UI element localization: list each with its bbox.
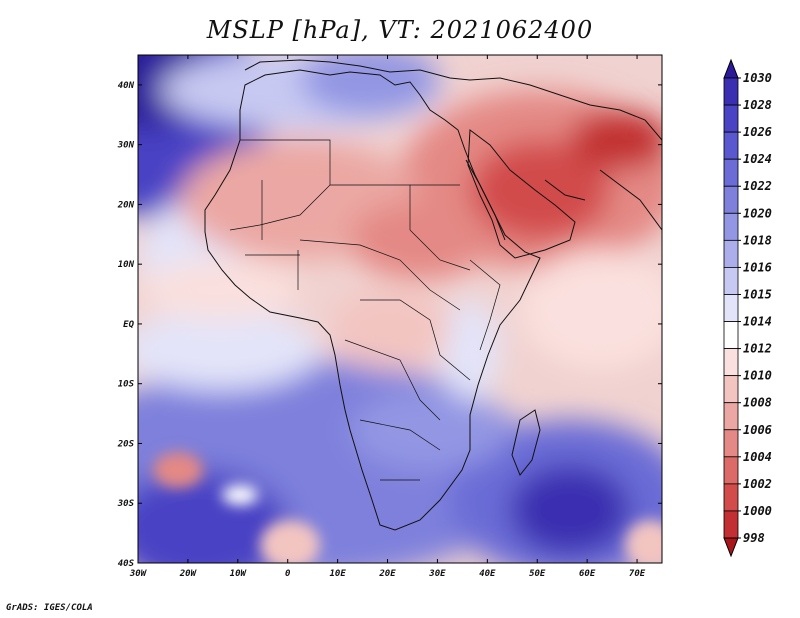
colorbar-segment — [723, 375, 739, 404]
grads-credit: GrADS: IGES/COLA — [6, 603, 93, 613]
colorbar-label: 1000 — [743, 504, 772, 518]
longitude-axis: 30W 20W 10W 0 10E 20E 30E 40E 50E 60E 70E — [129, 55, 646, 579]
colorbar-label: 1014 — [743, 315, 772, 329]
asia-coastline — [499, 77, 662, 231]
arabia-coastline — [467, 129, 576, 259]
lon-tick-label: 0 — [285, 569, 291, 579]
colorbar-label: 1008 — [743, 396, 772, 410]
colorbar-segment — [723, 158, 739, 187]
lat-tick-label: 20S — [117, 439, 135, 449]
europe-coastline — [244, 59, 501, 81]
colorbar: 1030 1028 1026 1024 1022 1020 1018 1016 1015 1014… — [723, 58, 772, 558]
pressure-field — [138, 55, 662, 563]
colorbar-segment — [723, 104, 739, 133]
latitude-axis: 40N 30N 20N 10N EQ 10S 20S 30S 40S — [117, 81, 662, 569]
colorbar-label: 1030 — [743, 71, 772, 85]
africa-coastline — [204, 69, 541, 531]
lat-tick-label: 40S — [118, 559, 135, 569]
lat-tick-label: 20N — [117, 200, 135, 210]
map-title: MSLP [hPa], VT: 2021062400 — [206, 16, 594, 44]
country-borders — [229, 139, 501, 481]
colorbar-label: 1026 — [743, 125, 772, 139]
lat-tick-label: 10S — [118, 380, 135, 390]
colorbar-segment — [723, 321, 739, 349]
colorbar-segment — [723, 483, 739, 512]
lat-tick-label: 30N — [117, 141, 135, 151]
persian-gulf — [544, 179, 586, 201]
colorbar-label: 1012 — [743, 342, 772, 356]
lon-tick-label: 10W — [230, 569, 248, 579]
plot-frame — [137, 54, 663, 564]
lat-tick-label: 10N — [118, 260, 135, 270]
lon-tick-label: 50E — [529, 569, 546, 579]
lon-tick-label: 60E — [579, 569, 596, 579]
colorbar-segment — [723, 239, 739, 268]
lon-tick-label: 40E — [479, 569, 496, 579]
colorbar-label: 1020 — [743, 206, 772, 220]
colorbar-label: 1002 — [743, 477, 772, 491]
colorbar-segment — [723, 429, 739, 458]
colorbar-label: 1024 — [743, 152, 772, 166]
colorbar-segment — [723, 212, 739, 241]
red-sea — [465, 159, 506, 241]
colorbar-segment — [723, 77, 739, 106]
colorbar-label: 1004 — [743, 450, 772, 464]
colorbar-label: 998 — [743, 531, 765, 545]
colorbar-segment — [723, 348, 739, 377]
colorbar-segment — [723, 294, 739, 322]
colorbar-bottom-arrow — [723, 537, 739, 558]
lon-tick-label: 70E — [629, 569, 646, 579]
colorbar-label: 1022 — [743, 179, 772, 193]
colorbar-segment — [723, 185, 739, 214]
colorbar-segment — [723, 456, 739, 485]
lon-tick-label: 30W — [129, 569, 148, 579]
colorbar-segment — [723, 402, 739, 431]
colorbar-label: 1028 — [743, 98, 772, 112]
colorbar-label: 1010 — [743, 369, 772, 383]
coastlines — [204, 59, 662, 531]
lat-tick-label: EQ — [123, 320, 134, 330]
colorbar-label: 1015 — [743, 287, 772, 301]
lon-tick-label: 20E — [378, 569, 396, 579]
south-atlantic-low — [153, 452, 203, 488]
colorbar-segment — [723, 131, 739, 160]
lon-tick-label: 10E — [329, 569, 346, 579]
colorbar-segment — [723, 267, 739, 295]
colorbar-label: 1016 — [743, 260, 772, 274]
lon-tick-label: 20W — [179, 569, 198, 579]
colorbar-label: 1018 — [743, 233, 772, 247]
colorbar-segment — [723, 510, 739, 539]
lon-tick-label: 30E — [428, 569, 446, 579]
lat-tick-label: 30S — [117, 499, 135, 509]
colorbar-label: 1006 — [743, 423, 772, 437]
madagascar-coastline — [511, 409, 541, 476]
lat-tick-label: 40N — [118, 81, 135, 91]
colorbar-top-arrow — [723, 58, 739, 79]
